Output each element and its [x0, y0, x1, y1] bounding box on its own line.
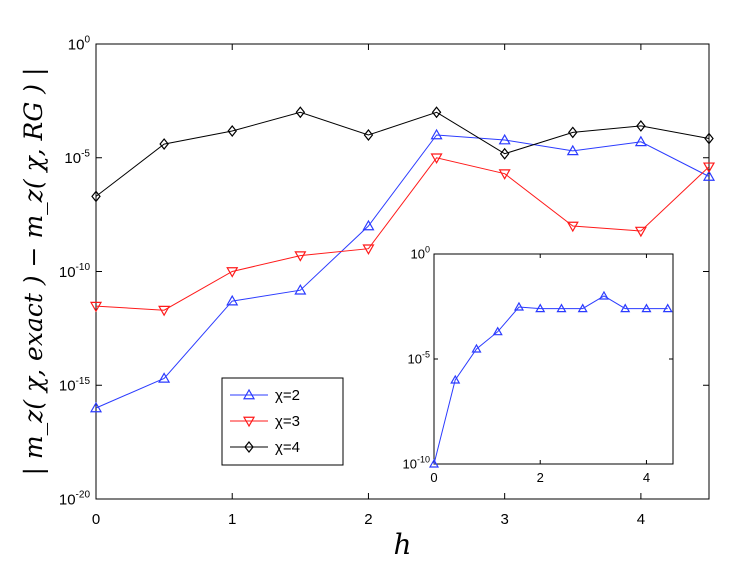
data-point-2 — [704, 132, 714, 145]
data-point-2 — [295, 106, 306, 119]
data-point-1 — [702, 162, 716, 174]
legend-label-1: χ=3 — [275, 413, 300, 430]
legend-marker-1 — [242, 416, 256, 428]
data-point-0 — [702, 170, 716, 181]
inset-data-point-0 — [556, 303, 567, 313]
y-tick-label: 10-10 — [59, 262, 91, 281]
series-line-2 — [95, 111, 710, 197]
inset-series-line-0 — [433, 295, 668, 465]
data-point-0 — [294, 284, 307, 295]
legend-marker-2 — [244, 441, 254, 453]
y-tick-label: 10-5 — [64, 148, 90, 167]
inset-data-point-0 — [577, 303, 588, 313]
inset-data-point-0 — [471, 343, 482, 353]
inset-data-point-0 — [535, 303, 546, 313]
legend-marker-0 — [242, 388, 256, 400]
inset-plot-frame — [433, 253, 674, 465]
data-point-0 — [362, 219, 375, 231]
data-point-1 — [158, 305, 171, 317]
legend-label-0: χ=2 — [275, 387, 300, 404]
y-tick-label: 10-15 — [59, 376, 91, 395]
x-tick-label: 3 — [500, 511, 508, 528]
series-line-1 — [95, 157, 710, 311]
data-point-1 — [226, 267, 239, 278]
data-point-0 — [498, 133, 511, 145]
data-point-1 — [362, 244, 375, 255]
inset-data-point-0 — [513, 301, 525, 311]
series-line-0 — [95, 134, 710, 409]
inset-data-point-0 — [620, 303, 631, 313]
data-point-0 — [566, 144, 579, 156]
legend: χ=2 χ=3 χ=4 — [221, 377, 344, 466]
inset-plot: 0 2 4 10-10 10-5 100 — [403, 245, 674, 485]
inset-y-tick-label: 10-5 — [408, 350, 430, 367]
data-point-1 — [430, 153, 443, 164]
data-point-2 — [499, 147, 510, 160]
inset-data-point-0 — [450, 374, 461, 384]
data-point-2 — [431, 106, 442, 119]
data-point-2 — [568, 126, 578, 139]
data-point-1 — [294, 251, 307, 262]
y-axis-title: | m_z( χ, exact ) − m_z( χ, RG ) | — [19, 68, 49, 476]
y-tick-label: 10-20 — [59, 490, 91, 509]
data-point-0 — [430, 128, 443, 140]
data-point-2 — [227, 125, 237, 137]
data-point-0 — [226, 294, 239, 306]
inset-x-tick-label: 0 — [430, 470, 437, 485]
data-point-1 — [634, 226, 647, 238]
inset-data-point-0 — [641, 303, 652, 313]
data-point-2 — [636, 119, 646, 132]
inset-data-point-0 — [492, 326, 503, 336]
data-point-0 — [89, 401, 103, 413]
data-point-1 — [566, 221, 579, 233]
legend-label-2: χ=4 — [275, 439, 300, 456]
x-axis-title: h — [393, 528, 411, 561]
data-point-2 — [363, 129, 374, 141]
data-point-0 — [158, 372, 171, 383]
inset-data-point-0 — [598, 290, 609, 300]
inset-y-tick-label: 10-10 — [403, 455, 430, 472]
data-point-1 — [89, 301, 103, 313]
inset-x-tick-label: 2 — [537, 470, 544, 485]
inset-y-tick-label: 100 — [411, 245, 430, 262]
x-tick-label: 0 — [92, 511, 100, 528]
x-tick-label: 1 — [228, 511, 236, 528]
data-point-2 — [91, 190, 101, 203]
inset-data-point-0 — [662, 303, 673, 313]
data-point-0 — [634, 135, 647, 147]
data-point-1 — [498, 169, 511, 180]
inset-x-tick-label: 4 — [643, 470, 650, 485]
y-tick-label: 100 — [68, 35, 91, 54]
inset-data-point-0 — [428, 458, 440, 468]
data-point-2 — [159, 138, 169, 151]
x-tick-label: 2 — [364, 511, 372, 528]
x-tick-label: 4 — [637, 511, 645, 528]
